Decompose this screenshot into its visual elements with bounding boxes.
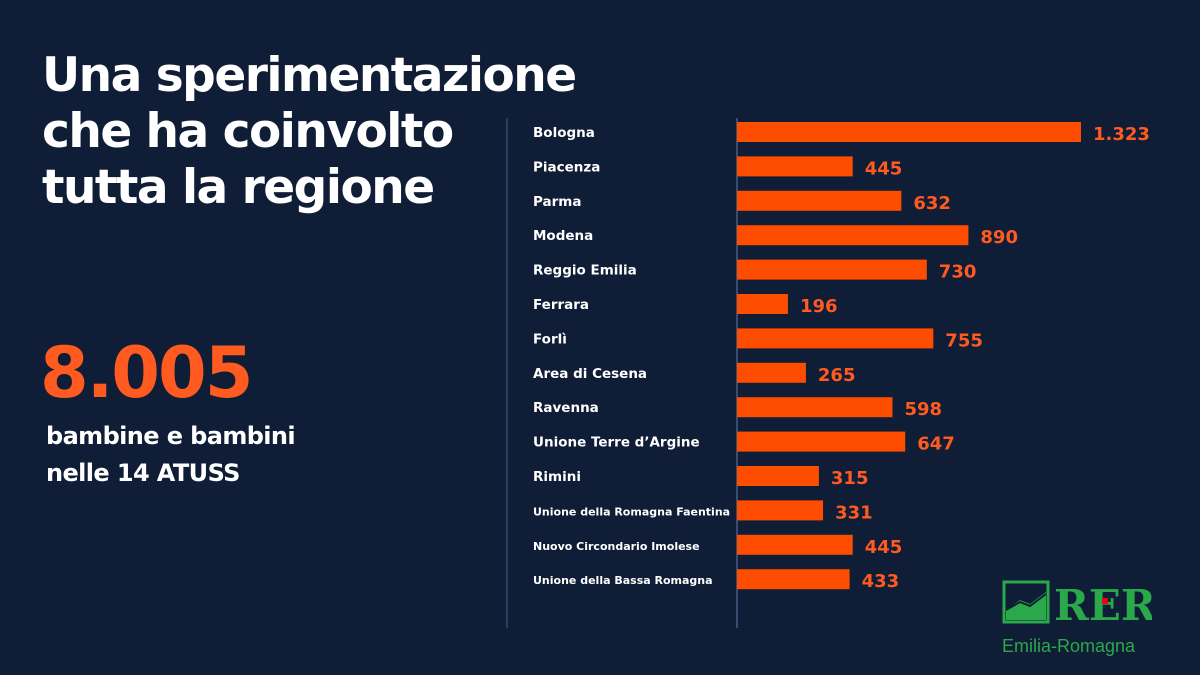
headline-line-3: tutta la regione xyxy=(42,160,435,215)
category-label: Ravenna xyxy=(533,400,599,416)
total-caption-line-2: nelle 14 ATUSS xyxy=(46,459,240,487)
headline: Una sperimentazione che ha coinvolto tut… xyxy=(42,48,662,216)
category-label: Unione Terre d’Argine xyxy=(533,435,700,451)
bar xyxy=(737,431,906,452)
value-label: 445 xyxy=(865,537,903,558)
category-label: Modena xyxy=(533,228,593,244)
bar xyxy=(737,294,788,314)
category-label: Parma xyxy=(533,194,581,210)
bar xyxy=(737,534,853,555)
value-label: 598 xyxy=(904,399,942,420)
rer-logo: RER Emilia-Romagna xyxy=(1002,580,1157,660)
bar xyxy=(737,569,850,590)
value-label: 433 xyxy=(862,571,900,592)
category-label: Bologna xyxy=(533,125,595,141)
rer-logo-mark: RER xyxy=(1002,580,1157,630)
bar xyxy=(737,362,806,383)
bar xyxy=(737,225,969,246)
value-label: 755 xyxy=(945,330,983,351)
rer-logo-letters: RER xyxy=(1054,581,1152,630)
value-label: 331 xyxy=(835,502,873,523)
bar xyxy=(737,122,1081,142)
category-label: Rimini xyxy=(533,469,581,485)
category-label: Piacenza xyxy=(533,159,600,175)
value-label: 890 xyxy=(980,227,1018,248)
bar xyxy=(737,500,824,521)
rer-logo-caption: Emilia-Romagna xyxy=(1002,636,1136,656)
value-label: 647 xyxy=(917,434,955,455)
bar xyxy=(737,397,893,418)
headline-line-2: che ha coinvolto xyxy=(42,104,454,159)
value-label: 265 xyxy=(818,365,856,386)
total-caption: bambine e bambini nelle 14 ATUSS xyxy=(46,418,296,492)
category-label: Unione della Bassa Romagna xyxy=(533,574,713,587)
headline-line-1: Una sperimentazione xyxy=(42,48,577,103)
category-label: Nuovo Circondario Imolese xyxy=(533,540,700,553)
value-label: 1.323 xyxy=(1093,124,1150,145)
value-label: 196 xyxy=(800,296,838,317)
bar xyxy=(737,466,819,486)
total-count: 8.005 xyxy=(40,332,253,414)
bar xyxy=(737,190,902,211)
category-label: Unione della Romagna Faentina xyxy=(533,505,730,518)
bar xyxy=(737,259,927,280)
category-label: Ferrara xyxy=(533,297,589,313)
value-label: 632 xyxy=(913,193,951,214)
bar xyxy=(737,328,934,349)
category-label: Area di Cesena xyxy=(533,366,647,382)
total-caption-line-1: bambine e bambini xyxy=(46,422,296,450)
value-label: 315 xyxy=(831,468,869,489)
category-label: Forlì xyxy=(533,331,567,347)
value-label: 730 xyxy=(939,262,977,283)
value-label: 445 xyxy=(865,158,903,179)
bar xyxy=(737,156,853,177)
category-label: Reggio Emilia xyxy=(533,263,637,279)
